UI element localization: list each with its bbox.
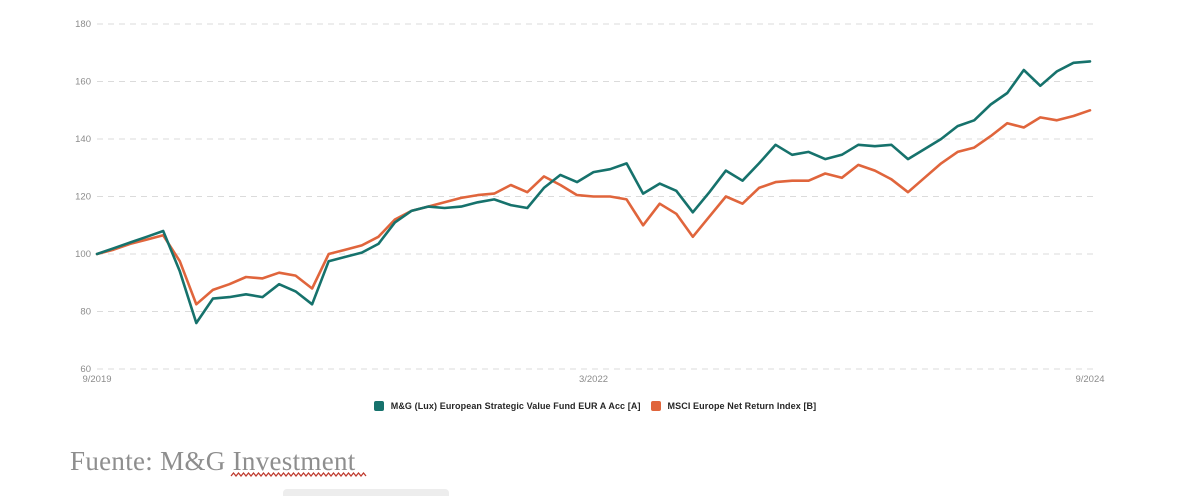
x-tick-label: 3/2022 [579,374,608,385]
y-tick-label: 140 [75,134,91,145]
caption-prefix: Fuente: M&G [70,446,233,476]
series-line-fund [95,60,1092,325]
bottom-partial-bar [283,489,449,496]
spellcheck-squiggle-icon [230,471,367,478]
y-tick-label: 60 [80,364,91,375]
y-tick-label: 120 [75,192,91,203]
y-tick-label: 100 [75,249,91,260]
legend-label-index: MSCI Europe Net Return Index [B] [667,401,817,411]
legend-swatch-index [650,401,661,411]
x-tick-label: 9/2019 [82,374,111,385]
x-tick-label: 9/2024 [1075,374,1104,385]
legend-swatch-fund [373,401,384,411]
series-line-index [95,109,1092,306]
legend-item-fund: M&G (Lux) European Strategic Value Fund … [373,401,641,411]
source-caption[interactable]: Fuente: M&G Investment [70,446,367,478]
legend-item-index: MSCI Europe Net Return Index [B] [650,401,817,411]
y-tick-label: 180 [75,19,91,30]
performance-chart-canvas: 180 160 140 120 100 80 609/2019 3/2022 9/2024 [75,19,1104,385]
caption-underlined-word: Investment [230,446,367,478]
chart-legend: M&G (Lux) European Strategic Value Fund … [97,401,1093,411]
legend-label-fund: M&G (Lux) European Strategic Value Fund … [390,401,641,411]
y-tick-label: 80 [80,307,91,318]
y-tick-label: 160 [75,77,91,88]
